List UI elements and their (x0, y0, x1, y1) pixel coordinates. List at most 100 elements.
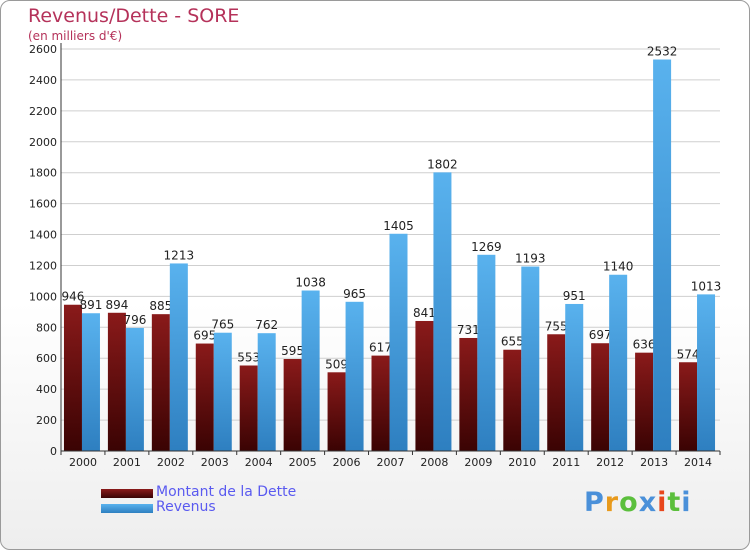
bar-debt (107, 312, 126, 451)
x-tick-label: 2006 (333, 456, 361, 469)
data-label-revenue: 796 (123, 313, 146, 327)
y-tick-label: 200 (36, 414, 57, 427)
bar-revenue (125, 327, 144, 451)
data-label-debt: 574 (677, 347, 700, 361)
y-tick-label: 2200 (29, 105, 57, 118)
bar-debt (591, 343, 610, 451)
logo-letter: r (604, 487, 620, 518)
data-label-debt: 885 (149, 299, 172, 313)
legend-label-revenue: Revenus (156, 499, 216, 515)
data-label-revenue: 762 (255, 318, 278, 332)
y-tick-label: 400 (36, 383, 57, 396)
bar-revenue (609, 274, 628, 451)
bar-debt (503, 349, 522, 451)
bar-revenue (169, 263, 188, 451)
bar-revenue (653, 59, 672, 451)
bar-debt (459, 337, 478, 451)
data-label-revenue: 891 (80, 298, 103, 312)
bar-revenue (301, 290, 320, 451)
logo-letter: t (667, 487, 682, 518)
bar-debt (371, 355, 390, 451)
data-label-debt: 509 (325, 357, 348, 371)
x-tick-label: 2003 (201, 456, 229, 469)
bar-revenue (257, 333, 276, 451)
data-label-debt: 755 (545, 319, 568, 333)
data-label-revenue: 965 (343, 287, 366, 301)
bar-debt (63, 304, 82, 451)
legend-label-debt: Montant de la Dette (156, 484, 297, 500)
data-label-debt: 841 (413, 306, 436, 320)
bar-debt (679, 362, 698, 451)
data-label-revenue: 1405 (383, 219, 414, 233)
bar-revenue (477, 254, 496, 451)
data-label-debt: 553 (237, 350, 260, 364)
logo-letter: i (681, 487, 692, 518)
chart-subtitle: (en milliers d'€) (28, 29, 123, 43)
data-label-revenue: 2532 (647, 45, 678, 59)
bar-debt (327, 372, 346, 451)
x-tick-label: 2013 (640, 456, 668, 469)
bar-debt (415, 320, 434, 451)
x-tick-label: 2007 (377, 456, 405, 469)
logo-letter: i (657, 487, 668, 518)
bar-debt (195, 343, 214, 451)
legend-swatch-debt (101, 489, 153, 498)
data-label-debt: 595 (281, 344, 304, 358)
y-tick-label: 1600 (29, 198, 57, 211)
bar-revenue (521, 266, 540, 451)
y-tick-label: 2000 (29, 136, 57, 149)
y-tick-label: 1400 (29, 229, 57, 242)
bar-revenue (345, 301, 364, 451)
axes: 0 200 400 600 800 1000 1200 1400 1600 1800 2000 220… (29, 43, 721, 469)
x-tick-label: 2009 (464, 456, 492, 469)
y-tick-label: 2600 (29, 43, 57, 56)
y-tick-label: 600 (36, 352, 57, 365)
x-tick-label: 2005 (289, 456, 317, 469)
data-label-revenue: 1802 (427, 157, 458, 171)
bar-revenue (697, 294, 716, 451)
logo-letter: x (638, 487, 658, 518)
data-label-debt: 894 (105, 298, 128, 312)
legend-swatch-revenue (101, 504, 153, 513)
proxiti-logo: Proxiti (584, 487, 692, 518)
data-label-debt: 697 (589, 328, 612, 342)
bar-revenue (81, 313, 100, 451)
y-tick-label: 1000 (29, 290, 57, 303)
data-label-debt: 946 (62, 290, 85, 304)
bar-revenue (213, 332, 232, 451)
logo-letter: P (584, 487, 605, 518)
chart-title: Revenus/Dette - SORE (28, 5, 240, 27)
bar-revenue (433, 172, 452, 452)
x-tick-label: 2010 (508, 456, 536, 469)
data-label-revenue: 765 (211, 318, 234, 332)
bar-debt (547, 334, 566, 451)
x-tick-label: 2012 (596, 456, 624, 469)
data-label-revenue: 951 (563, 289, 586, 303)
data-label-revenue: 1193 (515, 252, 546, 266)
y-tick-label: 800 (36, 321, 57, 334)
y-tick-label: 1800 (29, 167, 57, 180)
data-label-revenue: 1140 (603, 260, 634, 274)
x-tick-label: 2000 (69, 456, 97, 469)
x-tick-label: 2014 (684, 456, 712, 469)
y-tick-label: 0 (50, 445, 57, 458)
bar-debt (283, 359, 302, 451)
x-tick-label: 2004 (245, 456, 273, 469)
bar-revenue (389, 233, 408, 451)
x-tick-label: 2002 (157, 456, 185, 469)
y-tick-label: 2400 (29, 74, 57, 87)
data-label-debt: 655 (501, 335, 524, 349)
bar-debt (239, 365, 258, 451)
data-label-debt: 636 (633, 338, 656, 352)
bar-debt (151, 314, 170, 451)
x-tick-label: 2001 (113, 456, 141, 469)
y-tick-label: 1200 (29, 259, 57, 272)
data-label-debt: 617 (369, 341, 392, 355)
logo-letter: o (619, 487, 639, 518)
data-label-revenue: 1269 (471, 240, 502, 254)
x-tick-label: 2011 (552, 456, 580, 469)
data-label-revenue: 1013 (691, 279, 722, 293)
